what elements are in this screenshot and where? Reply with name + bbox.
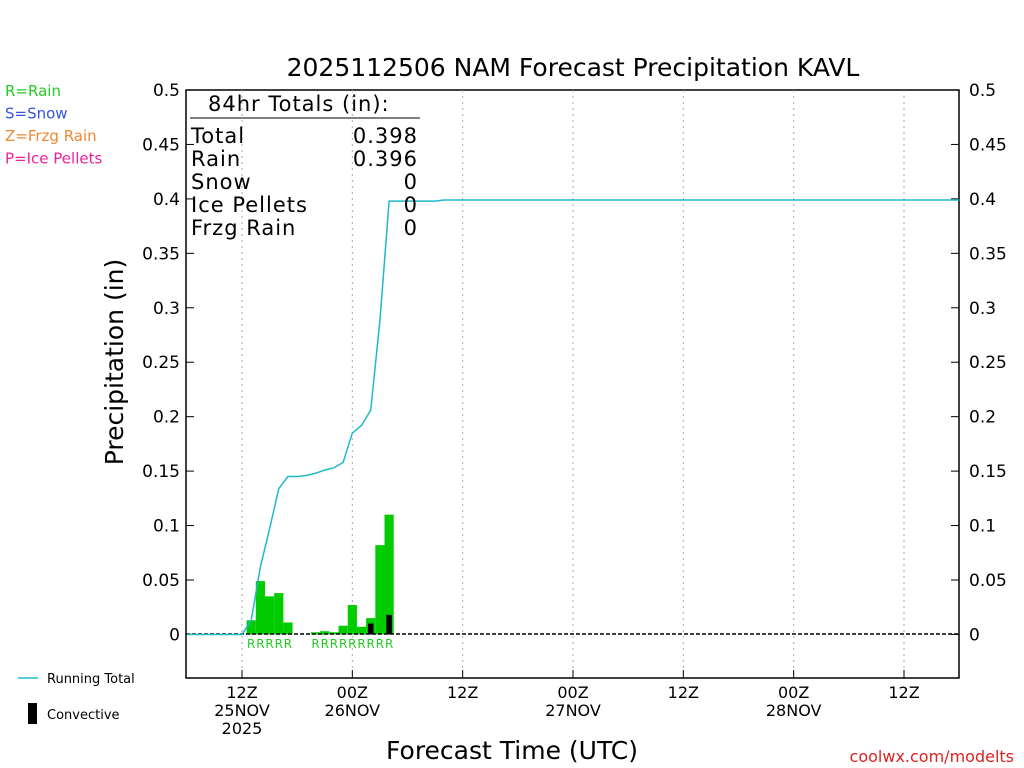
totals-value: 0 — [404, 193, 418, 217]
x-tick-label: 00Z — [557, 683, 588, 702]
y-tick-label-right: 0 — [969, 625, 980, 645]
precip-bar — [246, 620, 256, 635]
totals-value: 0.396 — [353, 147, 418, 171]
running-total-line-group — [186, 199, 960, 636]
series-legend-label: Running Total — [47, 672, 135, 687]
y-tick-label-right: 0.15 — [969, 462, 1007, 482]
type-marker: R — [247, 637, 255, 651]
chart-title: 2025112506 NAM Forecast Precipitation KA… — [287, 53, 860, 82]
y-tick-label-right: 0.35 — [969, 244, 1007, 264]
y-tick-label-right: 0.1 — [969, 517, 996, 537]
x-axis-label: Forecast Time (UTC) — [386, 736, 638, 765]
totals-label: Rain — [191, 147, 241, 171]
totals-box: 84hr Totals (in): Total 0.398 Rain 0.396 Snow… — [190, 92, 420, 240]
precip-bar — [347, 605, 357, 635]
precip-bar — [338, 625, 348, 635]
x-tick-label: 12Z — [447, 683, 478, 702]
x-tick-label: 00Z — [778, 683, 809, 702]
precip-bars — [246, 514, 394, 635]
precip-bar — [255, 581, 265, 635]
precip-type-legend-item: S=Snow — [5, 105, 68, 123]
y-tick-label-right: 0.2 — [969, 408, 996, 428]
y-tick-label-right: 0.45 — [969, 135, 1007, 155]
x-tick-label: 12Z — [226, 683, 257, 702]
y-tick-label-right: 0.3 — [969, 299, 996, 319]
y-axis-right: 0 0.05 0.1 0.15 0.2 0.25 0.3 0.35 0.4 0.45 0.5 — [951, 81, 1007, 645]
x-tick-label: 00Z — [337, 683, 368, 702]
precip-bar — [274, 593, 284, 635]
x-tick-label: 27NOV — [545, 701, 601, 720]
x-tick-label: 12Z — [668, 683, 699, 702]
y-tick-label-left: 0.2 — [153, 408, 180, 428]
precip-bar — [384, 514, 394, 635]
y-axis-label: Precipitation (in) — [100, 259, 129, 466]
y-tick-label-left: 0.45 — [142, 135, 180, 155]
running-total-line — [186, 199, 960, 636]
totals-label: Frzg Rain — [191, 216, 296, 240]
y-tick-label-right: 0.4 — [969, 190, 996, 210]
y-tick-label-left: 0.3 — [153, 299, 180, 319]
totals-value: 0 — [404, 216, 418, 240]
series-legend-label: Convective — [47, 708, 120, 723]
precip-bar — [356, 626, 367, 635]
convective-bar — [386, 614, 392, 635]
y-tick-label-left: 0.35 — [142, 244, 180, 264]
precip-bar — [320, 631, 330, 635]
x-tick-label: 26NOV — [325, 701, 381, 720]
totals-label: Ice Pellets — [191, 193, 308, 217]
type-marker: R — [311, 637, 319, 651]
type-marker: R — [357, 637, 365, 651]
credit-text: coolwx.com/modelts — [850, 747, 1014, 766]
y-tick-label-left: 0.4 — [153, 190, 180, 210]
y-tick-label-left: 0.1 — [153, 517, 180, 537]
series-legend: Running Total Convective — [18, 672, 135, 724]
precip-type-legend-item: P=Ice Pellets — [5, 150, 102, 168]
type-marker: R — [367, 637, 375, 651]
y-tick-label-left: 0.25 — [142, 353, 180, 373]
x-tick-label: 2025 — [222, 719, 263, 738]
precip-bar — [375, 545, 385, 635]
convective-legend-swatch — [28, 703, 37, 724]
y-tick-label-right: 0.25 — [969, 353, 1007, 373]
y-tick-label-left: 0.15 — [142, 462, 180, 482]
type-marker: R — [256, 637, 264, 651]
type-marker: R — [330, 637, 338, 651]
type-marker: R — [321, 637, 329, 651]
precip-type-legend: R=Rain S=Snow Z=Frzg Rain P=Ice Pellets — [5, 82, 102, 168]
type-marker: R — [275, 637, 283, 651]
x-tick-label: 12Z — [888, 683, 919, 702]
precip-type-legend-item: R=Rain — [5, 82, 61, 100]
totals-value: 0.398 — [353, 124, 418, 148]
totals-value: 0 — [404, 170, 418, 194]
y-tick-label-left: 0 — [169, 625, 180, 645]
type-marker: R — [339, 637, 347, 651]
grid-lines — [241, 90, 905, 678]
type-marker: R — [385, 637, 393, 651]
x-tick-label: 25NOV — [214, 701, 270, 720]
totals-label: Total — [190, 124, 245, 148]
y-tick-label-left: 0.05 — [142, 571, 180, 591]
y-tick-label-left: 0.5 — [153, 81, 180, 101]
type-marker: R — [284, 637, 292, 651]
y-tick-label-right: 0.5 — [969, 81, 996, 101]
type-marker: R — [376, 637, 384, 651]
precip-bar — [283, 622, 293, 635]
y-axis-left: 0 0.05 0.1 0.15 0.2 0.25 0.3 0.35 0.4 0.45 0.5 — [142, 81, 194, 645]
type-marker: R — [348, 637, 356, 651]
precip-bar — [264, 596, 275, 635]
precip-type-legend-item: Z=Frzg Rain — [5, 127, 97, 145]
type-marker: R — [265, 637, 273, 651]
y-tick-label-right: 0.05 — [969, 571, 1007, 591]
x-tick-label: 28NOV — [766, 701, 822, 720]
totals-title: 84hr Totals (in): — [208, 92, 390, 116]
totals-label: Snow — [191, 170, 252, 194]
convective-bar — [367, 623, 374, 635]
